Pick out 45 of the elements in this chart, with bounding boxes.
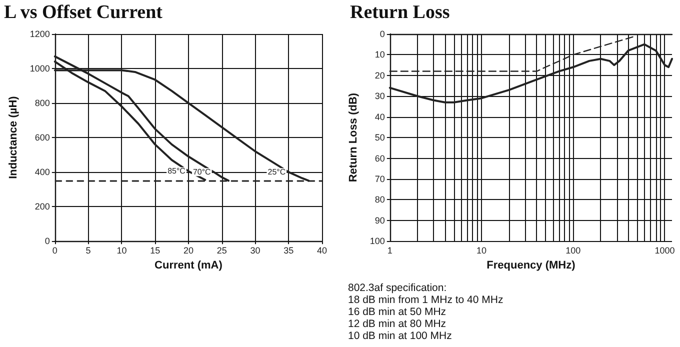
y-tick-label: 60 — [374, 153, 385, 164]
x-axis-title: Current (mA) — [154, 260, 223, 272]
x-axis-title: Frequency (MHz) — [486, 260, 576, 272]
x-tick-label: 20 — [183, 246, 194, 256]
x-tick-label: 1000 — [654, 246, 675, 256]
x-tick-label: 0 — [52, 246, 58, 256]
y-axis-title: Return Loss (dB) — [348, 92, 360, 182]
x-tick-label: 40 — [316, 246, 328, 256]
text: 12 dB min at 80 MHz — [348, 318, 446, 330]
series-label: 25°C — [268, 168, 286, 177]
x-tick-label: 5 — [86, 246, 91, 256]
y-tick-label: 40 — [374, 112, 385, 122]
y-tick-label: 50 — [374, 132, 385, 143]
y-axis-title: Inductance (µH) — [8, 96, 20, 179]
y-tick-label: 800 — [34, 98, 50, 108]
text: 16 dB min at 50 MHz — [348, 306, 446, 318]
y-tick-label: 0 — [380, 29, 385, 39]
chart-title: L vs Offset Current — [4, 2, 162, 24]
y-tick-label: 80 — [374, 194, 385, 205]
y-tick-label: 1200 — [30, 29, 50, 39]
series-label: 85°C — [168, 166, 186, 176]
y-tick-label: 70 — [374, 174, 385, 184]
y-tick-label: 200 — [34, 202, 50, 212]
chart-title: Return Loss — [350, 2, 450, 24]
y-tick-label: 400 — [34, 167, 50, 178]
x-tick-label: 30 — [250, 246, 260, 256]
y-tick-label: 30 — [374, 91, 385, 102]
y-tick-label: 10 — [374, 50, 385, 60]
y-tick-label: 1000 — [30, 64, 50, 74]
text: 10 dB min at 100 MHz — [348, 330, 452, 342]
y-tick-label: 0 — [44, 236, 50, 246]
y-tick-label: 100 — [370, 236, 385, 246]
x-tick-label: 10 — [116, 246, 127, 256]
x-tick-label: 15 — [150, 246, 160, 256]
x-tick-label: 25 — [216, 246, 227, 256]
text: 802.3af specification: — [348, 282, 447, 294]
y-tick-label: 20 — [374, 70, 385, 80]
x-tick-label: 10 — [476, 246, 487, 256]
x-tick-label: 35 — [284, 246, 294, 256]
y-tick-label: 600 — [34, 132, 50, 143]
x-tick-label: 1 — [387, 246, 392, 256]
series-label: 70°C — [192, 168, 212, 177]
text: 18 dB min from 1 MHz to 40 MHz — [348, 294, 504, 306]
x-tick-label: 100 — [566, 246, 581, 256]
y-tick-label: 90 — [374, 215, 385, 226]
